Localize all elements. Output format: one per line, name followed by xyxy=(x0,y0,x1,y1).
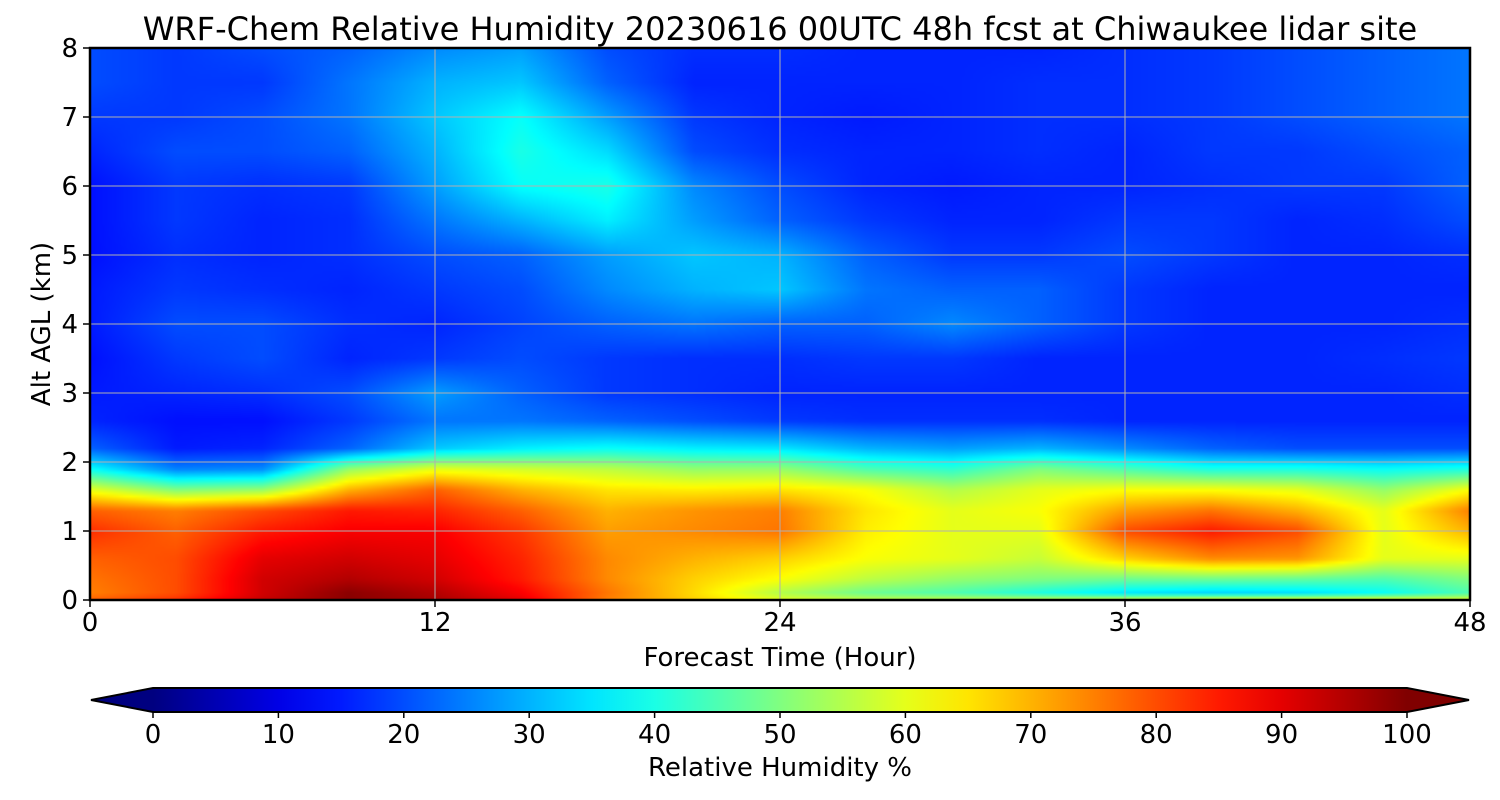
x-axis: 0 12 24 36 48 xyxy=(82,600,1487,638)
y-tick-label: 0 xyxy=(61,586,78,616)
y-tick-label: 7 xyxy=(61,103,78,133)
colorbar-tick-label: 0 xyxy=(145,720,162,750)
y-tick-label: 8 xyxy=(61,34,78,64)
y-tick-label: 1 xyxy=(61,517,78,547)
x-tick-label: 24 xyxy=(763,608,796,638)
x-tick-label: 12 xyxy=(418,608,451,638)
grid-lines xyxy=(90,48,1470,600)
colorbar-tick-label: 40 xyxy=(638,720,671,750)
x-tick-label: 48 xyxy=(1453,608,1486,638)
colorbar-tick-label: 90 xyxy=(1265,720,1298,750)
colorbar-ticks: 0 10 20 30 40 50 60 70 80 90 100 xyxy=(145,712,1432,750)
colorbar-label: Relative Humidity % xyxy=(648,753,912,783)
chart-title: WRF-Chem Relative Humidity 20230616 00UT… xyxy=(143,10,1417,48)
x-tick-label: 0 xyxy=(82,608,99,638)
colorbar-extend-low xyxy=(91,688,153,712)
colorbar-tick-label: 10 xyxy=(262,720,295,750)
y-tick-label: 3 xyxy=(61,379,78,409)
y-tick-label: 6 xyxy=(61,172,78,202)
colorbar-extend-high xyxy=(1407,688,1469,712)
colorbar-tick-label: 60 xyxy=(889,720,922,750)
y-axis-label: Alt AGL (km) xyxy=(27,242,57,406)
colorbar-tick-label: 100 xyxy=(1382,720,1432,750)
y-tick-label: 2 xyxy=(61,448,78,478)
colorbar-tick-label: 20 xyxy=(387,720,420,750)
colorbar-tick-label: 80 xyxy=(1140,720,1173,750)
colorbar-tick-label: 70 xyxy=(1014,720,1047,750)
y-tick-label: 4 xyxy=(61,310,78,340)
x-axis-label: Forecast Time (Hour) xyxy=(643,643,916,673)
colorbar-tick-label: 50 xyxy=(763,720,796,750)
colorbar-tick-label: 30 xyxy=(513,720,546,750)
colorbar xyxy=(90,687,1470,713)
colorbar-gradient xyxy=(153,688,1407,712)
x-tick-label: 36 xyxy=(1108,608,1141,638)
y-tick-label: 5 xyxy=(61,241,78,271)
y-axis: 0 1 2 3 4 5 6 7 8 xyxy=(61,34,90,616)
